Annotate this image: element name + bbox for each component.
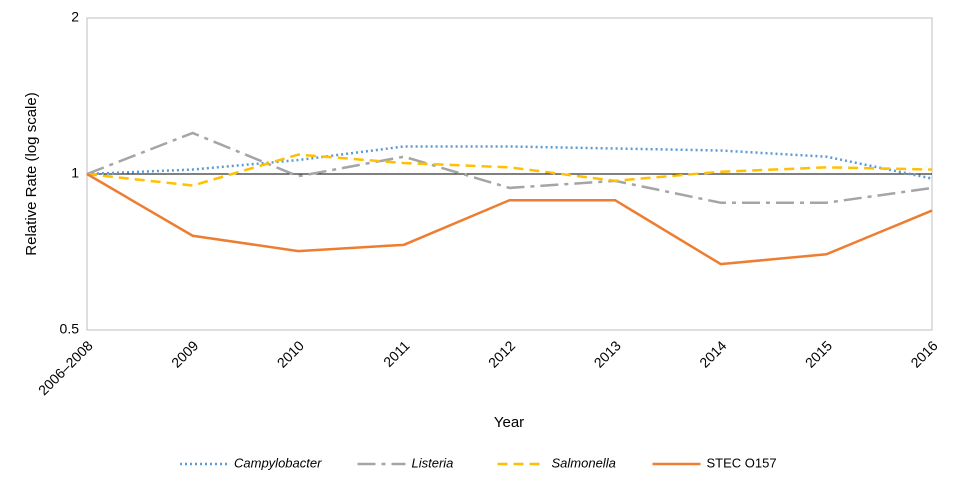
x-tick-label: 2010 (274, 337, 307, 370)
series-line (86, 131, 933, 205)
x-tick-label: 2012 (485, 337, 518, 370)
x-tick-label: 2009 (168, 337, 201, 370)
series-line (86, 153, 933, 187)
y-tick-label: 0.5 (60, 321, 80, 337)
series-line (86, 172, 933, 266)
x-axis-label: Year (494, 414, 524, 431)
x-tick-label: 2015 (802, 337, 835, 370)
legend-label: STEC O157 (707, 455, 777, 470)
x-tick-label: 2006–2008 (35, 337, 96, 398)
x-tick-label: 2011 (380, 337, 413, 370)
x-tick-label: 2014 (696, 337, 729, 370)
series-line (86, 145, 933, 180)
y-axis-label: Relative Rate (log scale) (23, 92, 40, 255)
legend-label: Campylobacter (234, 455, 322, 470)
x-tick-label: 2013 (591, 337, 624, 370)
legend-label: Salmonella (552, 455, 616, 470)
y-tick-label: 1 (71, 165, 79, 181)
legend-label: Listeria (412, 455, 454, 470)
x-tick-label: 2016 (907, 337, 940, 370)
y-tick-label: 2 (71, 9, 79, 25)
